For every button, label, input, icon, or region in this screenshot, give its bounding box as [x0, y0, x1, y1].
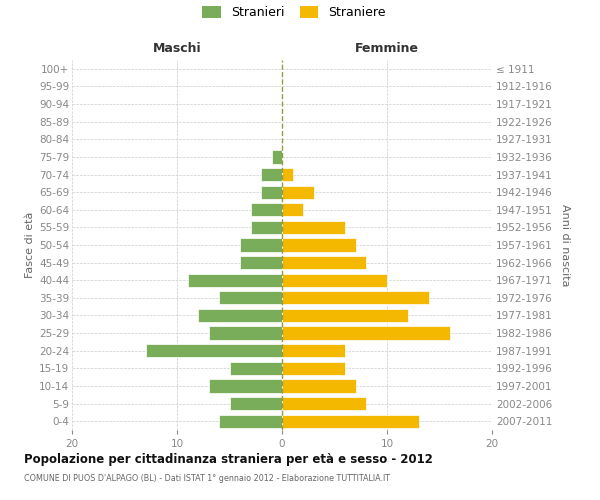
- Bar: [282, 309, 408, 322]
- Bar: [282, 362, 345, 375]
- Text: Femmine: Femmine: [355, 42, 419, 54]
- Bar: [282, 414, 419, 428]
- Bar: [219, 414, 282, 428]
- Bar: [282, 344, 345, 358]
- Bar: [282, 256, 366, 269]
- Text: Maschi: Maschi: [152, 42, 202, 54]
- Bar: [198, 309, 282, 322]
- Bar: [282, 326, 450, 340]
- Bar: [282, 291, 429, 304]
- Bar: [229, 397, 282, 410]
- Text: COMUNE DI PUOS D'ALPAGO (BL) - Dati ISTAT 1° gennaio 2012 - Elaborazione TUTTITA: COMUNE DI PUOS D'ALPAGO (BL) - Dati ISTA…: [24, 474, 390, 483]
- Bar: [209, 380, 282, 392]
- Bar: [282, 168, 293, 181]
- Y-axis label: Anni di nascita: Anni di nascita: [560, 204, 569, 286]
- Legend: Stranieri, Straniere: Stranieri, Straniere: [202, 6, 386, 20]
- Bar: [282, 274, 387, 287]
- Bar: [251, 203, 282, 216]
- Bar: [271, 150, 282, 164]
- Bar: [240, 256, 282, 269]
- Bar: [219, 291, 282, 304]
- Bar: [229, 362, 282, 375]
- Bar: [187, 274, 282, 287]
- Y-axis label: Fasce di età: Fasce di età: [25, 212, 35, 278]
- Bar: [261, 168, 282, 181]
- Bar: [282, 380, 355, 392]
- Text: Popolazione per cittadinanza straniera per età e sesso - 2012: Popolazione per cittadinanza straniera p…: [24, 452, 433, 466]
- Bar: [240, 238, 282, 252]
- Bar: [282, 397, 366, 410]
- Bar: [282, 238, 355, 252]
- Bar: [261, 186, 282, 198]
- Bar: [282, 221, 345, 234]
- Bar: [251, 221, 282, 234]
- Bar: [209, 326, 282, 340]
- Bar: [282, 186, 314, 198]
- Bar: [146, 344, 282, 358]
- Bar: [282, 203, 303, 216]
